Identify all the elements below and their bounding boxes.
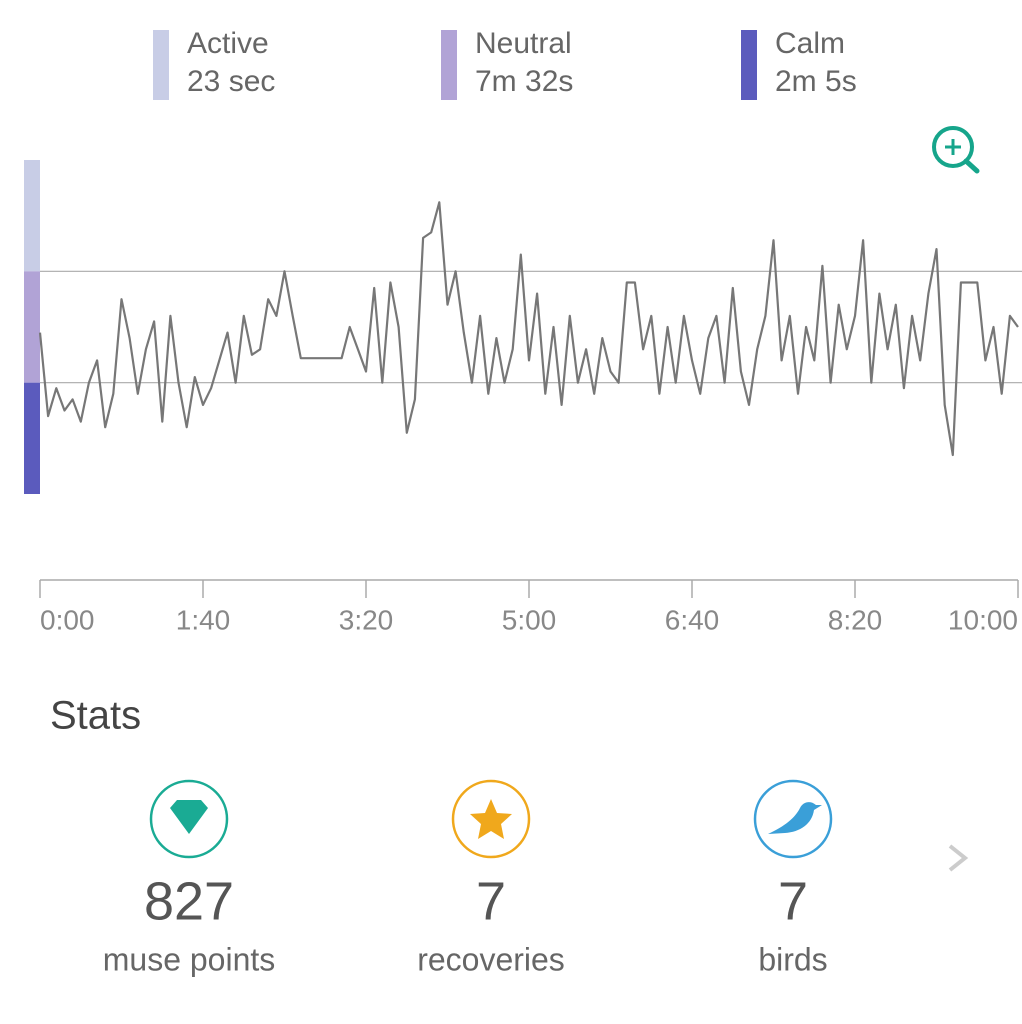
legend-value: 7m 32s (475, 65, 573, 98)
x-tick-label: 1:40 (176, 604, 231, 635)
stat-value: 827 (144, 871, 234, 931)
stat-icon (149, 779, 833, 859)
legend-swatch (441, 30, 457, 100)
zoom-button[interactable] (932, 126, 980, 174)
x-tick-label: 5:00 (502, 604, 557, 635)
icon-ring (753, 779, 833, 859)
legend-value: 2m 5s (775, 65, 857, 98)
gem-icon (170, 800, 208, 834)
legend-swatch (741, 30, 757, 100)
zone-bar (24, 160, 40, 272)
icon-ring (451, 779, 531, 859)
x-tick-label: 10:00 (948, 604, 1018, 635)
data-line (38, 201, 1019, 457)
x-tick-label: 3:20 (339, 604, 394, 635)
zoom-icon (963, 158, 980, 174)
legend-label: Calm (775, 27, 845, 60)
legend-label: Neutral (475, 27, 572, 60)
x-tick-label: 8:20 (828, 604, 883, 635)
stat-label: muse points (103, 941, 276, 977)
next-arrow[interactable] (948, 844, 969, 872)
legend-swatch (153, 30, 169, 100)
stat-label: recoveries (417, 941, 565, 977)
zone-bar (24, 382, 40, 494)
x-tick-label: 6:40 (665, 604, 720, 635)
x-tick-label: 0:00 (40, 604, 95, 635)
stat-label: birds (758, 941, 827, 977)
stat-value: 7 (778, 871, 808, 931)
icon-ring (149, 779, 229, 859)
section-title: Stats (50, 694, 141, 738)
legend-label: Active (187, 27, 269, 60)
zoom-icon (932, 126, 974, 168)
legend-value: 23 sec (187, 65, 275, 98)
zone-bar (24, 271, 40, 383)
star-icon (470, 799, 512, 839)
bird-icon (768, 802, 822, 834)
stat-value: 7 (476, 871, 506, 931)
